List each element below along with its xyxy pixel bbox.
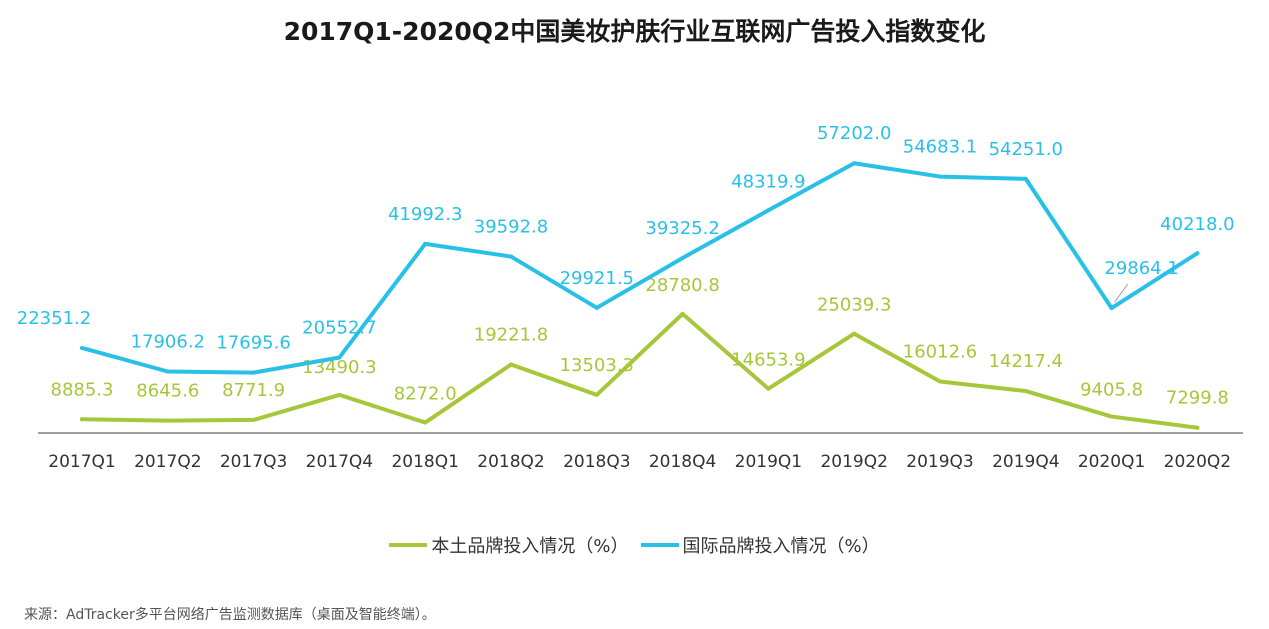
chart-legend: 本土品牌投入情况（%） 国际品牌投入情况（%） (0, 532, 1269, 558)
data-label-international: 57202.0 (817, 123, 891, 144)
x-tick-label: 2019Q1 (735, 452, 802, 472)
source-note: 来源：AdTracker多平台网络广告监测数据库（桌面及智能终端）。 (24, 607, 436, 623)
data-point-domestic (80, 417, 84, 422)
data-label-domestic: 8885.3 (51, 379, 114, 400)
data-label-international: 48319.9 (731, 171, 805, 192)
data-point-international (766, 208, 771, 213)
series-line-international (80, 161, 1200, 375)
data-label-international: 39592.8 (474, 217, 548, 238)
data-point-international (80, 345, 84, 350)
data-point-international (165, 369, 170, 374)
data-label-domestic: 8771.9 (222, 380, 285, 401)
chart-title: 2017Q1-2020Q2中国美妆护肤行业互联网广告投入指数变化 (283, 17, 986, 46)
data-label-international: 41992.3 (388, 204, 462, 225)
data-label-international: 54251.0 (989, 139, 1063, 160)
data-label-domestic: 9405.8 (1080, 380, 1143, 401)
data-point-domestic (337, 392, 342, 397)
data-point-domestic (423, 420, 428, 425)
data-label-domestic: 28780.8 (645, 275, 719, 296)
data-point-international (852, 161, 857, 166)
legend-swatch-international (640, 543, 679, 547)
data-point-international (509, 254, 513, 259)
x-tick-label: 2019Q3 (906, 452, 973, 472)
x-tick-label: 2018Q2 (477, 452, 544, 472)
x-tick-label: 2020Q2 (1164, 452, 1231, 472)
data-label-international: 40218.0 (1160, 214, 1234, 235)
legend-item-domestic: 本土品牌投入情况（%） (389, 532, 629, 558)
data-label-domestic: 25039.3 (817, 295, 891, 316)
data-label-international: 29921.5 (560, 268, 634, 289)
data-label-domestic: 14217.4 (989, 351, 1063, 372)
x-tick-label: 2020Q1 (1078, 452, 1145, 472)
data-point-international (1109, 306, 1114, 311)
x-tick-label: 2017Q3 (220, 452, 287, 472)
data-label-international: 17695.6 (216, 333, 290, 354)
legend-label-domestic: 本土品牌投入情况（%） (431, 536, 629, 557)
x-tick-label: 2017Q2 (134, 452, 201, 472)
data-point-international (423, 241, 428, 246)
x-tick-label: 2017Q4 (306, 452, 373, 472)
data-label-domestic: 13503.3 (560, 355, 634, 376)
x-tick-label: 2019Q4 (992, 452, 1059, 472)
data-label-domestic: 19221.8 (474, 325, 548, 346)
data-label-domestic: 7299.8 (1166, 388, 1229, 409)
data-point-domestic (766, 386, 771, 391)
leader-line (1114, 283, 1129, 303)
series-line-domestic (80, 311, 1200, 430)
data-point-domestic (1023, 389, 1028, 394)
data-label-international: 22351.2 (17, 308, 91, 329)
data-point-international (594, 305, 599, 310)
x-tick-label: 2017Q1 (48, 452, 115, 472)
data-point-international (251, 370, 256, 375)
data-point-international (1023, 176, 1028, 181)
x-tick-label: 2018Q3 (563, 452, 630, 472)
data-point-domestic (1195, 425, 1200, 430)
data-label-international: 29864.1 (1104, 258, 1178, 279)
data-label-domestic: 14653.9 (731, 350, 805, 371)
data-point-international (337, 355, 342, 360)
data-point-domestic (852, 331, 857, 336)
data-label-international: 17906.2 (131, 331, 205, 352)
x-tick-label: 2018Q4 (649, 452, 716, 472)
data-point-domestic (594, 392, 599, 397)
data-point-international (938, 174, 942, 179)
data-label-domestic: 8272.0 (394, 384, 457, 405)
x-tick-label: 2018Q1 (391, 452, 458, 472)
data-point-international (680, 255, 685, 260)
data-label-domestic: 16012.6 (903, 342, 977, 363)
data-label-international: 20552.7 (302, 317, 376, 338)
data-label-international: 54683.1 (903, 137, 977, 158)
legend-swatch-domestic (389, 543, 428, 547)
data-point-domestic (1109, 414, 1114, 419)
data-point-domestic (509, 362, 513, 367)
data-label-domestic: 8645.6 (136, 381, 199, 402)
data-point-domestic (938, 379, 942, 384)
x-tick-label: 2019Q2 (820, 452, 887, 472)
data-point-domestic (680, 311, 685, 316)
data-point-international (1195, 251, 1200, 256)
data-point-domestic (251, 417, 256, 422)
data-point-domestic (165, 418, 170, 423)
data-label-international: 39325.2 (645, 218, 719, 239)
legend-label-international: 国际品牌投入情况（%） (682, 536, 880, 557)
legend-item-international: 国际品牌投入情况（%） (640, 532, 880, 558)
